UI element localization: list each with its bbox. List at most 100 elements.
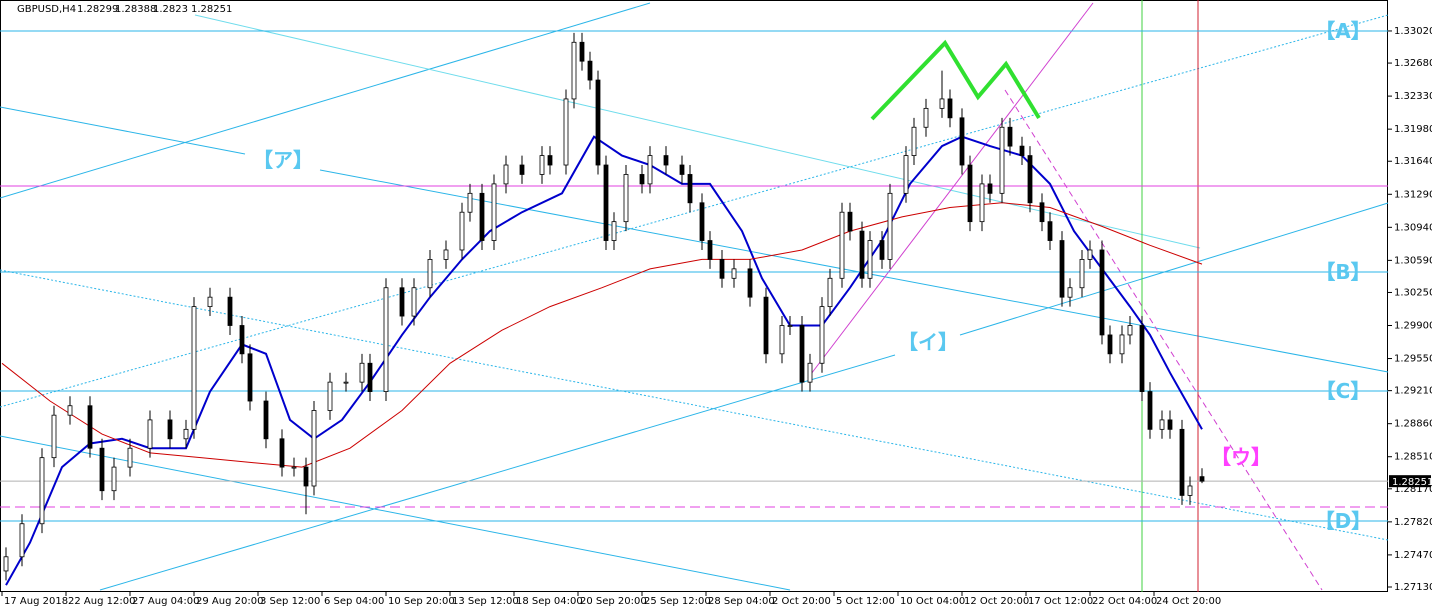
annotation: 【ウ】 (1211, 445, 1271, 469)
candle-body (367, 362, 373, 392)
x-tick-label: 22 Aug 12:00 (68, 596, 135, 607)
marks (1, 32, 1205, 586)
candle-body (1007, 126, 1013, 147)
y-tick-label: 1.29550 (1394, 354, 1432, 365)
candle-body (959, 117, 965, 166)
candle-body (819, 306, 825, 364)
y-tick-label: 1.31980 (1394, 124, 1432, 135)
candle-body (183, 428, 189, 440)
candle-body (1039, 202, 1045, 223)
candle-body (1027, 155, 1033, 204)
candle-body (311, 410, 317, 487)
y-tick-label: 1.33020 (1394, 26, 1432, 37)
candle-body (679, 164, 685, 175)
candle-body (603, 164, 609, 241)
level-label: 【C】 (1316, 379, 1371, 403)
candle-body (639, 174, 645, 185)
candle-body (571, 41, 577, 100)
candle-body (303, 466, 309, 487)
candle-body (1019, 145, 1025, 156)
trend-line (0, 14, 1389, 408)
y-tick-label: 1.32330 (1394, 91, 1432, 102)
candle-body (623, 174, 629, 223)
trend-line (0, 106, 246, 155)
candle-body (443, 249, 449, 260)
x-tick-label: 2 Oct 20:00 (772, 596, 831, 607)
candle-body (539, 155, 545, 175)
candle-body (411, 287, 417, 317)
header-close: 1.28251 (191, 4, 232, 15)
candle-body (1167, 419, 1173, 430)
candle-body (1119, 334, 1125, 355)
trend-line (959, 202, 1389, 336)
moving-average (1, 202, 1203, 468)
trend-line (99, 354, 896, 591)
candle-body (1159, 419, 1165, 430)
x-tick-label: 29 Aug 20:00 (196, 596, 263, 607)
candle-body (491, 183, 497, 241)
candle-body (191, 306, 197, 430)
levels: 【A】【B】【C】【D】 (0, 19, 1388, 533)
candle-body (147, 419, 153, 449)
level-label: 【D】 (1315, 509, 1372, 533)
candle-body (207, 296, 213, 308)
candle-body (1199, 476, 1205, 482)
candle-body (247, 353, 253, 402)
x-tick-label: 24 Oct 20:00 (1156, 596, 1221, 607)
trend-line (807, 2, 1094, 379)
candle-body (947, 98, 953, 119)
y-tick-label: 1.28860 (1394, 419, 1432, 430)
candle-body (227, 296, 233, 326)
y-tick-label: 1.27470 (1394, 550, 1432, 561)
plot-area (0, 0, 1388, 592)
x-tick-label: 10 Oct 04:00 (900, 596, 965, 607)
candle-body (99, 447, 105, 492)
candle-body (547, 155, 553, 166)
candle-body (979, 183, 985, 223)
candle-body (291, 466, 297, 469)
candle-body (1139, 325, 1145, 392)
candle-body (1187, 485, 1193, 496)
x-tick-label: 27 Aug 04:00 (132, 596, 199, 607)
candle-body (1147, 391, 1153, 430)
candle-body (3, 556, 9, 572)
candle-body (847, 211, 853, 232)
y-tick-label: 1.32680 (1394, 58, 1432, 69)
candle-body (911, 126, 917, 156)
candle-body (479, 192, 485, 241)
candle-body (587, 60, 593, 81)
header-high: 1.28388 (115, 4, 156, 15)
level-label: 【A】 (1315, 19, 1370, 43)
candle-body (987, 183, 993, 194)
candle-body (1067, 287, 1073, 298)
candle-body (663, 155, 669, 166)
candle-body (731, 268, 737, 279)
annotation: 【ア】 (253, 148, 313, 172)
y-tick-label: 1.27130 (1394, 582, 1432, 593)
candle-body (563, 98, 569, 166)
candle-body (687, 174, 693, 204)
candle-body (1059, 240, 1065, 298)
candle-body (1079, 259, 1085, 289)
candle-body (1099, 249, 1105, 336)
candle-body (1179, 428, 1185, 496)
annotation: 【イ】 (898, 330, 958, 354)
x-tick-label: 6 Sep 04:00 (324, 596, 384, 607)
trend-line (319, 169, 1389, 373)
y-tick-label: 1.30250 (1394, 287, 1432, 298)
x-tick-label: 22 Oct 04:00 (1092, 596, 1157, 607)
x-tick-label: 5 Oct 12:00 (836, 596, 895, 607)
candle-body (87, 405, 93, 449)
header-low: 1.2823 (153, 4, 188, 15)
candle-body (327, 381, 333, 411)
candle-body (903, 155, 909, 194)
candle-body (787, 325, 793, 327)
y-tick-label: 1.31640 (1394, 156, 1432, 167)
candle-body (1047, 221, 1053, 241)
candle-body (763, 296, 769, 355)
header-open: 1.28299 (77, 4, 118, 15)
candle-body (1127, 325, 1133, 336)
candle-body (747, 268, 753, 298)
candle-body (279, 438, 285, 468)
